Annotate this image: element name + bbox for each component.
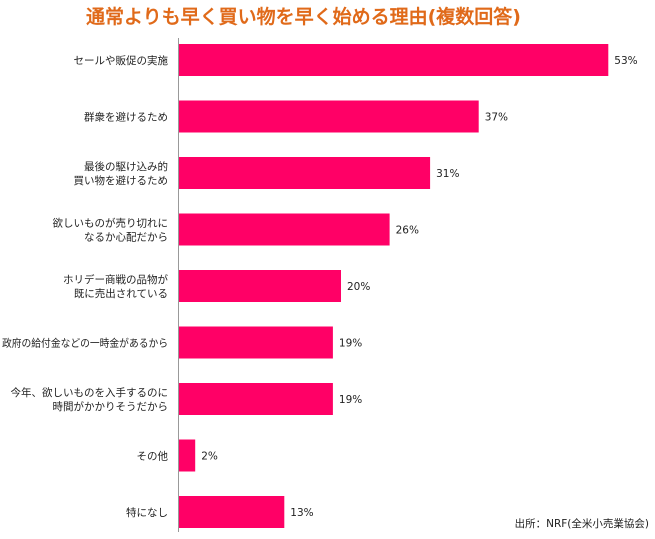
category-labels: セールや販促の実施群衆を避けるため最後の駆け込み的買い物を避けるため欲しいものが… [2, 54, 168, 519]
category-label-3-line-2: 買い物を避けるため [74, 174, 169, 187]
bar-3 [179, 157, 431, 189]
value-labels: 53% 37% 31% 26% 20% 19% 19% 2% 13% [201, 55, 637, 519]
value-label-4: 26% [396, 225, 419, 237]
bar-8 [179, 439, 196, 472]
value-label-5: 20% [347, 281, 370, 293]
category-label-5-line-1: ホリデー商戦の品物が [63, 273, 168, 286]
bar-7 [179, 383, 333, 415]
category-label-5-line-2: 既に売出されている [74, 287, 168, 300]
value-label-6: 19% [339, 338, 362, 350]
value-label-9: 13% [290, 507, 313, 519]
bar-1 [179, 44, 609, 76]
source-note: 出所：NRF(全米小売業協会) [514, 518, 649, 530]
value-label-7: 19% [339, 394, 362, 406]
category-label-8: その他 [137, 450, 169, 463]
category-label-1: セールや販促の実施 [74, 54, 169, 67]
category-label-9: 特になし [126, 507, 168, 519]
value-label-3: 31% [436, 168, 459, 180]
category-label-2: 群衆を避けるため [84, 111, 168, 124]
bar-2 [179, 100, 479, 133]
bar-4 [179, 213, 390, 246]
value-label-8: 2% [201, 451, 218, 463]
bar-5 [179, 270, 341, 302]
category-label-4-line-1: 欲しいものが売り切れに [53, 217, 169, 230]
category-label-3-line-1: 最後の駆け込み的 [84, 160, 168, 173]
bar-9 [179, 496, 285, 528]
value-label-1: 53% [614, 55, 637, 67]
category-label-7-line-1: 今年、欲しいものを入手するのに [11, 386, 169, 399]
bars-group [179, 44, 609, 528]
chart-title: 通常よりも早く買い物を早く始める理由(複数回答) [86, 6, 521, 28]
category-label-4-line-2: なるか心配だから [84, 232, 168, 244]
value-label-2: 37% [485, 112, 508, 124]
category-label-7-line-2: 時間がかかりそうだから [53, 400, 169, 413]
bar-6 [179, 326, 333, 359]
category-label-6: 政府の給付金などの一時金があるから [2, 337, 168, 350]
